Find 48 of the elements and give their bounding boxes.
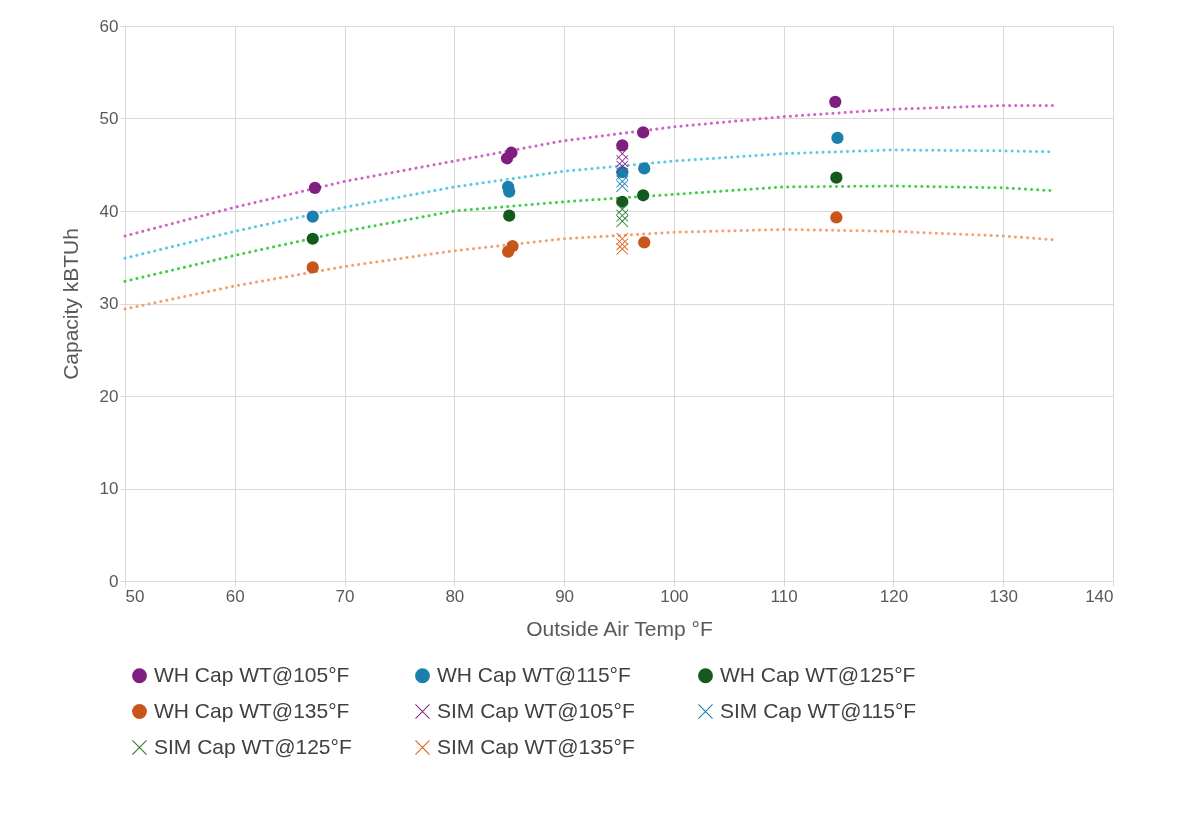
point [503, 209, 516, 222]
line-series [123, 104, 1055, 238]
legend-label: SIM Cap WT@105°F [437, 698, 635, 722]
point [831, 131, 844, 145]
point [506, 240, 519, 253]
legend-label: WH Cap WT@105°F [154, 662, 350, 686]
legend-label: SIM Cap WT@125°F [154, 734, 352, 758]
x-tick-label: 100 [660, 586, 689, 606]
y-tick-label: 30 [99, 294, 119, 313]
x-tick-label: 120 [879, 586, 909, 606]
x-tick-label: 70 [335, 586, 355, 606]
x-tick-label: 110 [770, 586, 798, 606]
point [306, 261, 319, 274]
line-series [123, 228, 1055, 311]
legend-label: SIM Cap WT@115°F [720, 698, 917, 722]
point [306, 232, 319, 245]
y-tick-label: 0 [109, 571, 119, 591]
point [616, 215, 629, 228]
point [638, 236, 651, 249]
legend-label: WH Cap WT@125°F [720, 662, 916, 686]
point [616, 203, 629, 216]
y-tick-label: 40 [99, 201, 119, 221]
x-tick-label: 50 [125, 586, 145, 606]
legend-label: WH Cap WT@115°F [437, 662, 631, 686]
point [637, 126, 650, 139]
y-tick-label: 60 [99, 16, 119, 36]
legend-label: WH Cap WT@135°F [154, 698, 350, 722]
point [830, 171, 843, 184]
y-tick-label: 10 [99, 479, 119, 498]
point [616, 238, 629, 251]
point [637, 189, 650, 202]
x-tick-label: 130 [989, 586, 1018, 606]
x-tick-label: 140 [1085, 586, 1114, 606]
point [616, 139, 629, 152]
y-axis-title: Capacity kBTUh [58, 228, 82, 380]
point [638, 162, 651, 175]
x-tick-label: 80 [445, 586, 465, 606]
x-tick-label: 60 [225, 586, 245, 606]
point [306, 210, 319, 223]
legend-label: SIM Cap WT@135°F [437, 734, 635, 758]
point [308, 181, 322, 194]
x-tick-label: 90 [555, 586, 575, 606]
point [830, 211, 843, 224]
x-axis-title: Outside Air Temp °F [526, 616, 713, 640]
y-tick-label: 50 [99, 109, 119, 128]
point [505, 146, 518, 159]
point [829, 95, 842, 108]
y-tick-label: 20 [99, 386, 119, 406]
